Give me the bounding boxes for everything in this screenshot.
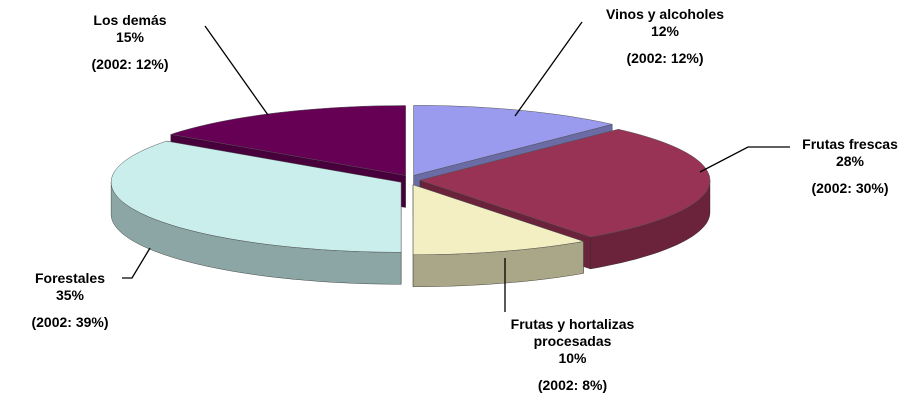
leader-lines <box>122 21 790 312</box>
value-label: 12% <box>650 23 680 39</box>
slice <box>110 140 402 253</box>
value-label: 10% <box>558 350 587 366</box>
slice-label: Frutas frescas 28% (2002: 30%) <box>775 136 922 197</box>
slice-label: Frutas y hortalizas procesadas 10% (2002: … <box>485 316 660 394</box>
slice-label: Los demás 15% (2002: 12%) <box>55 12 205 73</box>
leader-line <box>514 21 583 117</box>
annotation: (2002: 39%) <box>31 314 109 330</box>
slice-side-shade <box>413 241 584 287</box>
slice <box>412 184 584 256</box>
leader-line <box>122 247 151 279</box>
value-label: 15% <box>115 29 145 45</box>
annotation: (2002: 30%) <box>811 180 889 196</box>
category: Los demás <box>93 12 167 28</box>
slice-side-shade <box>590 180 710 269</box>
category: Frutas frescas <box>802 136 898 152</box>
value-label: 28% <box>835 153 865 169</box>
pie <box>110 105 711 288</box>
leader-line <box>699 146 790 173</box>
annotation: (2002: 12%) <box>626 50 704 66</box>
category: Vinos y alcoholes <box>605 6 724 22</box>
slice-label: Vinos y alcoholes 12% (2002: 12%) <box>590 6 740 67</box>
slice <box>413 105 613 176</box>
leader-line <box>204 25 269 116</box>
slice <box>170 105 406 176</box>
slice-label: Forestales 35% (2002: 39%) <box>0 270 140 331</box>
category: Forestales <box>34 270 106 286</box>
category: Frutas y hortalizas procesadas <box>510 316 635 349</box>
slice <box>419 129 711 238</box>
value-label: 35% <box>55 287 85 303</box>
slice-side-shade <box>111 182 402 285</box>
annotation: (2002: 12%) <box>91 56 169 72</box>
annotation: (2002: 8%) <box>537 377 608 393</box>
